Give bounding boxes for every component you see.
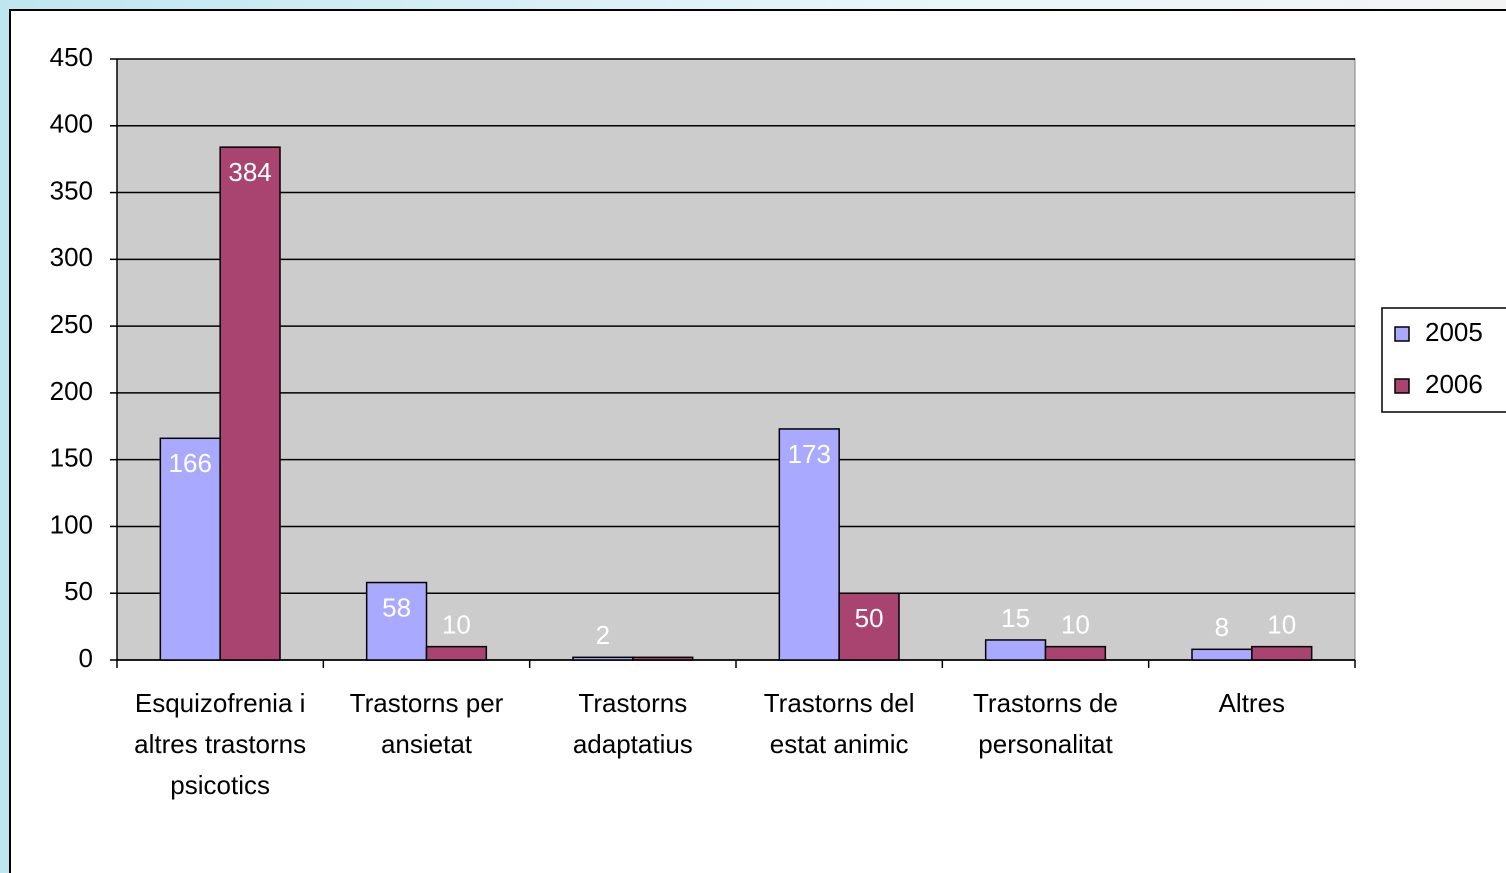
y-tick-label: 150 (50, 443, 93, 473)
y-tick-label: 400 (50, 109, 93, 139)
data-label: 58 (382, 592, 411, 622)
data-label: 50 (855, 603, 884, 633)
y-tick-label: 250 (50, 309, 93, 339)
y-tick-label: 450 (50, 42, 93, 72)
legend-swatch (1394, 326, 1410, 342)
bar (572, 656, 634, 661)
legend-label: 2005 (1425, 317, 1483, 347)
y-tick-label: 300 (50, 242, 93, 272)
data-label: 384 (228, 157, 271, 187)
y-tick-label: 200 (50, 376, 93, 406)
bar (425, 645, 488, 661)
data-label: 2 (596, 620, 610, 650)
bar (778, 428, 840, 661)
x-tick-label: Trastorns de personalitat (973, 688, 1118, 759)
data-label: 10 (1061, 610, 1090, 640)
plot-area (116, 58, 1356, 661)
bar (219, 146, 281, 661)
bar (632, 656, 694, 661)
x-tick-label: Trastorns per ansietat (349, 688, 504, 759)
data-label: 15 (1001, 603, 1030, 633)
data-label: 10 (442, 610, 471, 640)
y-tick-label: 0 (79, 643, 93, 673)
bar (1191, 648, 1253, 661)
y-tick-label: 100 (50, 509, 93, 539)
data-label: 166 (169, 448, 212, 478)
bar (984, 639, 1047, 661)
data-label: 10 (1267, 610, 1296, 640)
bar (159, 437, 221, 661)
legend-swatch (1394, 378, 1410, 394)
x-tick-label: Trastorns adaptatius (572, 688, 693, 759)
bar (838, 592, 900, 661)
x-tick-label: Altres (1218, 688, 1286, 718)
bar (1044, 645, 1107, 661)
x-tick-label: Trastorns del estat animic (763, 688, 915, 759)
data-label: 173 (788, 439, 831, 469)
x-tick-label: Esquizofrenia i altres trastorns psicoti… (134, 688, 307, 800)
bar (1251, 645, 1313, 661)
bar (365, 581, 428, 661)
data-label: 8 (1215, 612, 1229, 642)
y-tick-label: 350 (50, 175, 93, 205)
y-tick-label: 50 (64, 576, 93, 606)
legend-box (1381, 307, 1506, 413)
legend-label: 2006 (1425, 369, 1483, 399)
